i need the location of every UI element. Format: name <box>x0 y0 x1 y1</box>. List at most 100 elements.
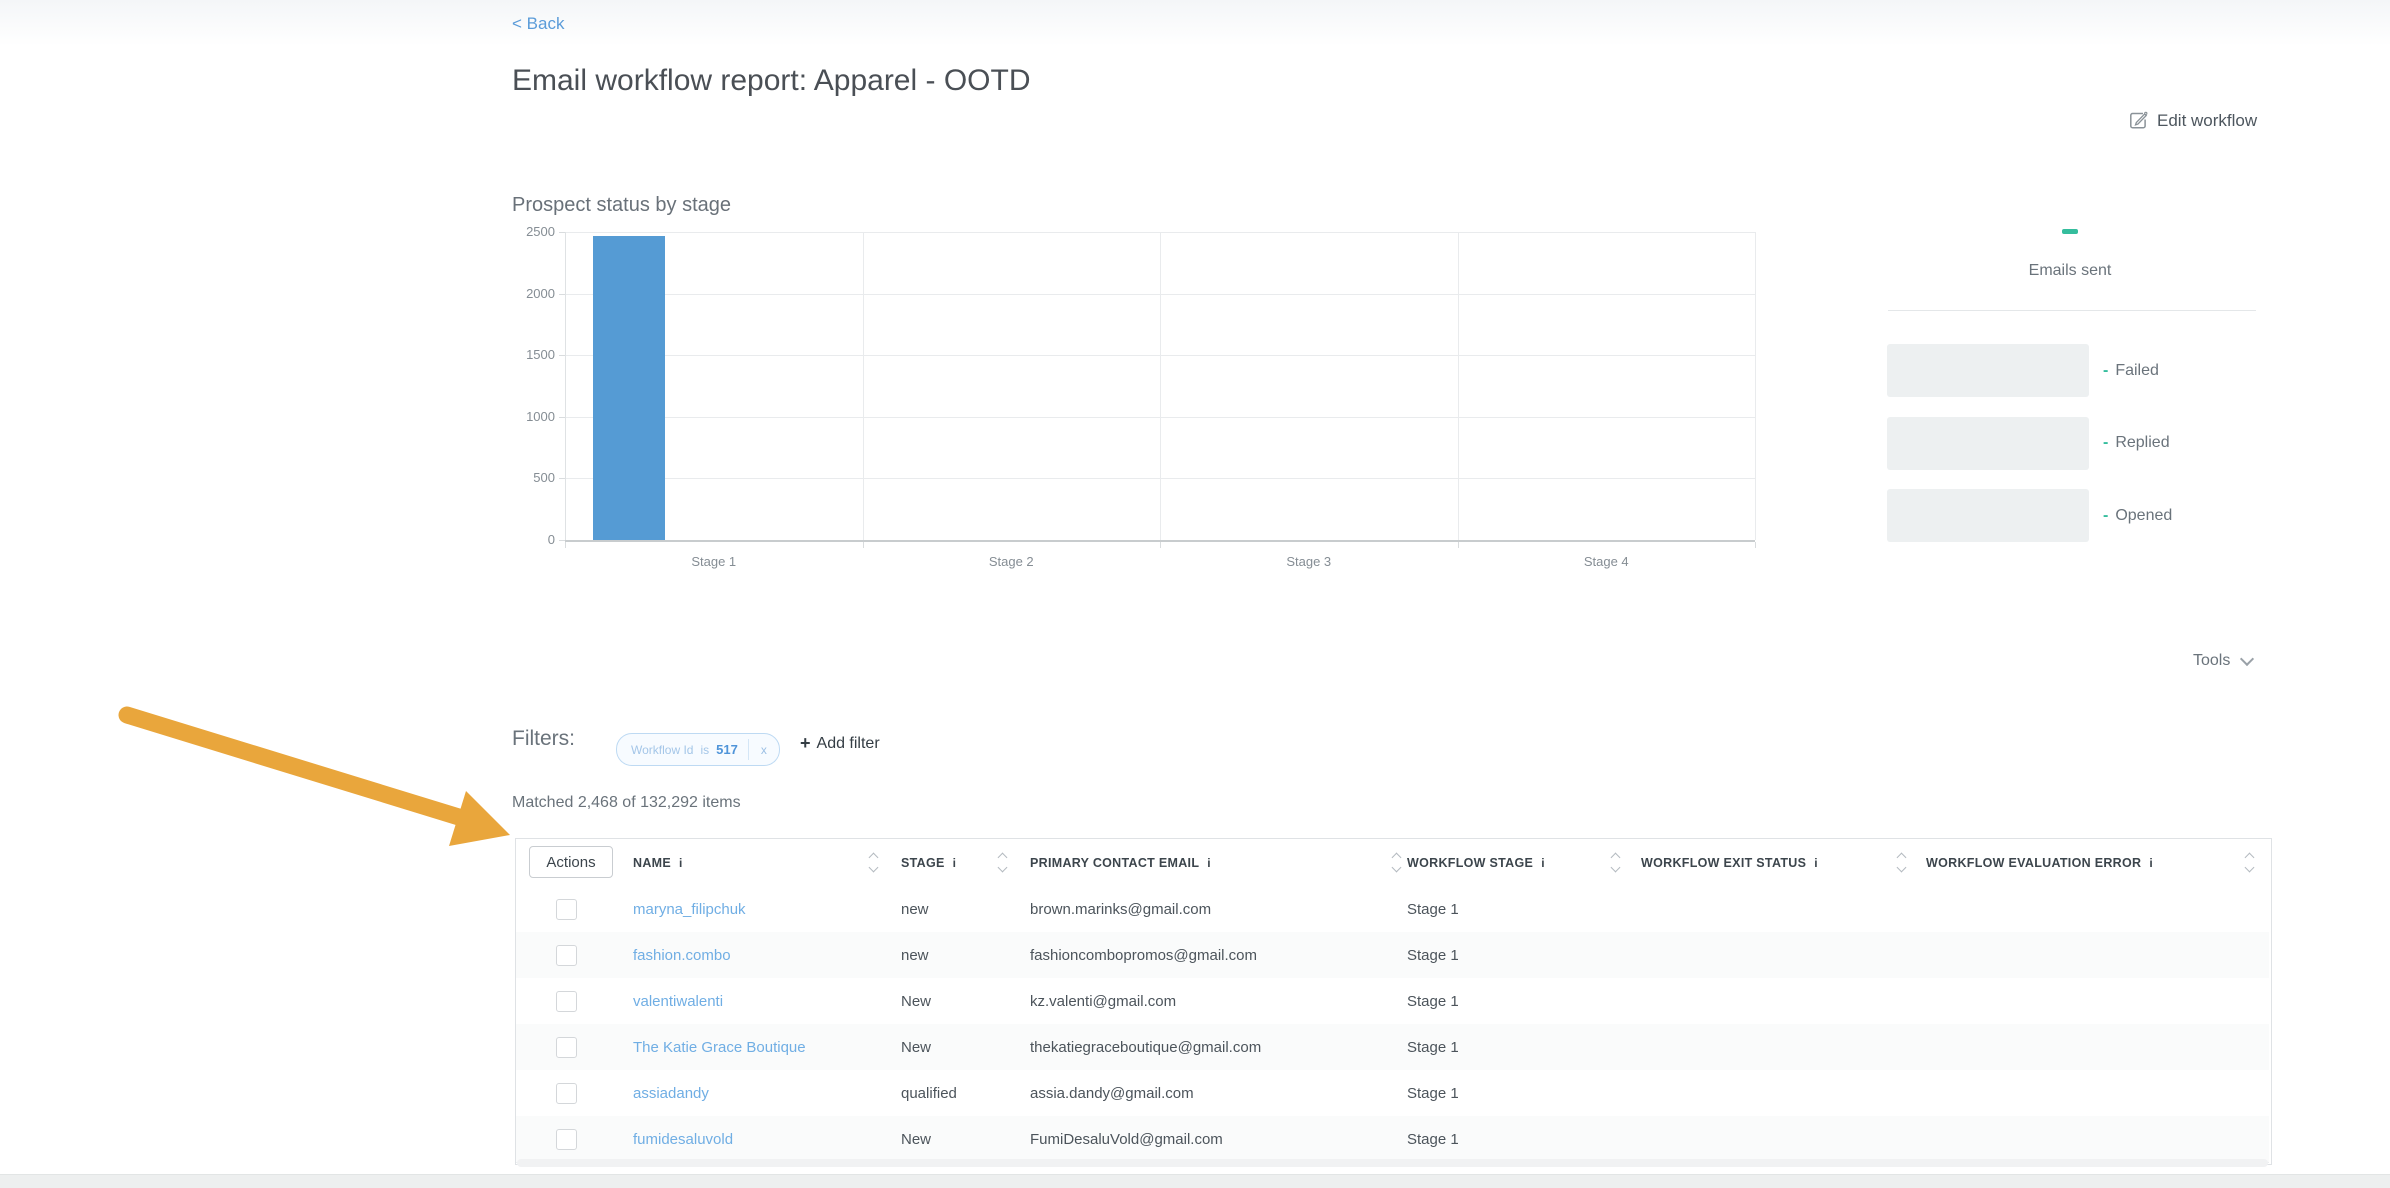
cell-stage: new <box>901 946 929 964</box>
prospect-status-chart: 2500 2000 1500 1000 500 0 Stage 1 Stage 2 Stage … <box>526 224 1756 569</box>
y-tick-label: 1500 <box>526 347 555 363</box>
sort-down-icon <box>1391 862 1402 873</box>
column-header-workflow-exit-status[interactable]: WORKFLOW EXIT STATUS i <box>1641 839 1818 886</box>
gridline <box>1457 232 1459 540</box>
filter-chip-remove-icon[interactable]: x <box>760 742 767 757</box>
sort-control[interactable] <box>1610 839 1621 886</box>
tools-dropdown[interactable]: Tools <box>2193 651 2255 670</box>
sort-control[interactable] <box>2244 839 2255 886</box>
cell-workflow_stage: Stage 1 <box>1407 1038 1459 1056</box>
cell-workflow_stage: Stage 1 <box>1407 946 1459 964</box>
edit-workflow-button[interactable]: Edit workflow <box>2128 110 2257 131</box>
table-horizontal-scrollbar[interactable] <box>517 1159 2268 1167</box>
sort-up-icon <box>1896 852 1907 863</box>
chart-title: Prospect status by stage <box>512 194 732 216</box>
matched-count: Matched 2,468 of 132,292 items <box>512 794 741 811</box>
table-row: maryna_filipchuk new brown.marinks@gmail.c… <box>516 886 2269 933</box>
info-icon: i <box>1814 855 1818 870</box>
cell-stage: New <box>901 1130 932 1148</box>
plus-icon: + <box>800 733 811 753</box>
stat-text: Opened <box>2115 506 2173 524</box>
column-header-primary-contact-email[interactable]: PRIMARY CONTACT EMAIL i <box>1030 839 1211 886</box>
row-checkbox[interactable] <box>556 945 577 966</box>
y-tick-label: 1000 <box>526 408 555 424</box>
table-header: Actions NAME i STAGE i PRIMARY CONTACT EMAIL… <box>516 839 2269 887</box>
prospect-name-link[interactable]: The Katie Grace Boutique <box>633 1038 806 1056</box>
prospect-name-link[interactable]: fumidesaluvold <box>633 1130 734 1148</box>
x-tick-label: Stage 3 <box>1286 554 1332 569</box>
cell-stage: new <box>901 900 929 918</box>
chevron-down-icon <box>2240 651 2255 667</box>
column-label: WORKFLOW STAGE <box>1407 855 1534 870</box>
info-icon: i <box>1541 855 1545 870</box>
cell-workflow_stage: Stage 1 <box>1407 992 1459 1010</box>
cell-email: kz.valenti@gmail.com <box>1030 992 1177 1010</box>
table-row: fashion.combo new fashioncombopromos@gmail… <box>516 932 2269 979</box>
filter-chip-separator <box>747 739 749 760</box>
sort-down-icon <box>1610 862 1621 873</box>
cell-workflow_stage: Stage 1 <box>1407 1130 1459 1148</box>
column-label: STAGE <box>901 855 945 870</box>
sort-control[interactable] <box>1896 839 1907 886</box>
y-tick-label: 500 <box>533 470 555 486</box>
stat-box-replied <box>1887 416 2089 470</box>
annotation-arrow <box>118 706 510 846</box>
sort-control[interactable] <box>1391 839 1402 886</box>
sort-down-icon <box>2244 862 2255 873</box>
teal-dash-icon: - <box>2103 434 2109 451</box>
add-filter-button[interactable]: + Add filter <box>800 733 880 754</box>
edit-pencil-icon <box>2128 110 2149 131</box>
y-axis-line <box>565 232 566 540</box>
legend-divider <box>1888 310 2256 311</box>
sort-up-icon <box>868 852 879 863</box>
gridline <box>1160 232 1161 540</box>
row-checkbox[interactable] <box>556 899 577 920</box>
stat-label-opened: - Opened <box>2103 489 2172 542</box>
column-header-name[interactable]: NAME i <box>633 839 683 886</box>
filter-chip-field: Workflow Id <box>631 742 694 757</box>
sort-up-icon <box>997 852 1008 863</box>
cell-email: FumiDesaluVold@gmail.com <box>1030 1130 1223 1148</box>
column-header-stage[interactable]: STAGE i <box>901 839 956 886</box>
y-tick-label: 0 <box>547 532 555 547</box>
row-checkbox[interactable] <box>556 1037 577 1058</box>
row-checkbox[interactable] <box>556 1129 577 1150</box>
prospect-name-link[interactable]: maryna_filipchuk <box>633 900 746 918</box>
actions-button[interactable]: Actions <box>529 846 613 878</box>
y-axis-tick <box>559 478 565 480</box>
column-label: PRIMARY CONTACT EMAIL <box>1030 855 1200 870</box>
row-checkbox[interactable] <box>556 991 577 1012</box>
prospect-name-link[interactable]: valentiwalenti <box>633 992 724 1010</box>
x-axis-tick <box>1160 542 1161 548</box>
y-tick-label: 2500 <box>526 224 555 239</box>
column-header-workflow-evaluation-error[interactable]: WORKFLOW EVALUATION ERROR i <box>1926 839 2153 886</box>
sort-up-icon <box>1610 852 1621 863</box>
table-row: assiadandy qualified assia.dandy@gmail.com… <box>516 1070 2269 1117</box>
prospect-name-link[interactable]: assiadandy <box>633 1084 709 1102</box>
info-icon: i <box>1207 855 1211 870</box>
teal-dash-icon: - <box>2103 361 2109 379</box>
column-label: WORKFLOW EVALUATION ERROR <box>1926 855 2142 870</box>
prospect-name-link[interactable]: fashion.combo <box>633 946 731 964</box>
info-icon: i <box>2149 855 2153 870</box>
stat-box-failed <box>1887 344 2089 397</box>
gridline <box>1755 232 1756 540</box>
column-label: NAME <box>633 855 672 870</box>
row-checkbox[interactable] <box>556 1083 577 1104</box>
table-row: valentiwalenti New kz.valenti@gmail.com Sta… <box>516 978 2269 1025</box>
sort-control[interactable] <box>868 839 879 886</box>
filter-chip-workflow-id[interactable]: Workflow Id is 517 x <box>616 733 780 766</box>
bar-stage-1[interactable] <box>593 235 665 540</box>
x-tick-label: Stage 4 <box>1583 554 1629 569</box>
column-header-workflow-stage[interactable]: WORKFLOW STAGE i <box>1407 839 1545 886</box>
back-link[interactable]: < Back <box>512 14 565 33</box>
stat-text: Replied <box>2115 434 2170 451</box>
bottom-edge-strip <box>0 1174 2390 1188</box>
emails-sent-legend-marker <box>2062 229 2078 234</box>
cell-workflow_stage: Stage 1 <box>1407 900 1459 918</box>
top-gradient <box>0 0 2390 46</box>
sort-down-icon <box>1896 862 1907 873</box>
sort-control[interactable] <box>997 839 1008 886</box>
edit-workflow-label: Edit workflow <box>2157 110 2258 130</box>
